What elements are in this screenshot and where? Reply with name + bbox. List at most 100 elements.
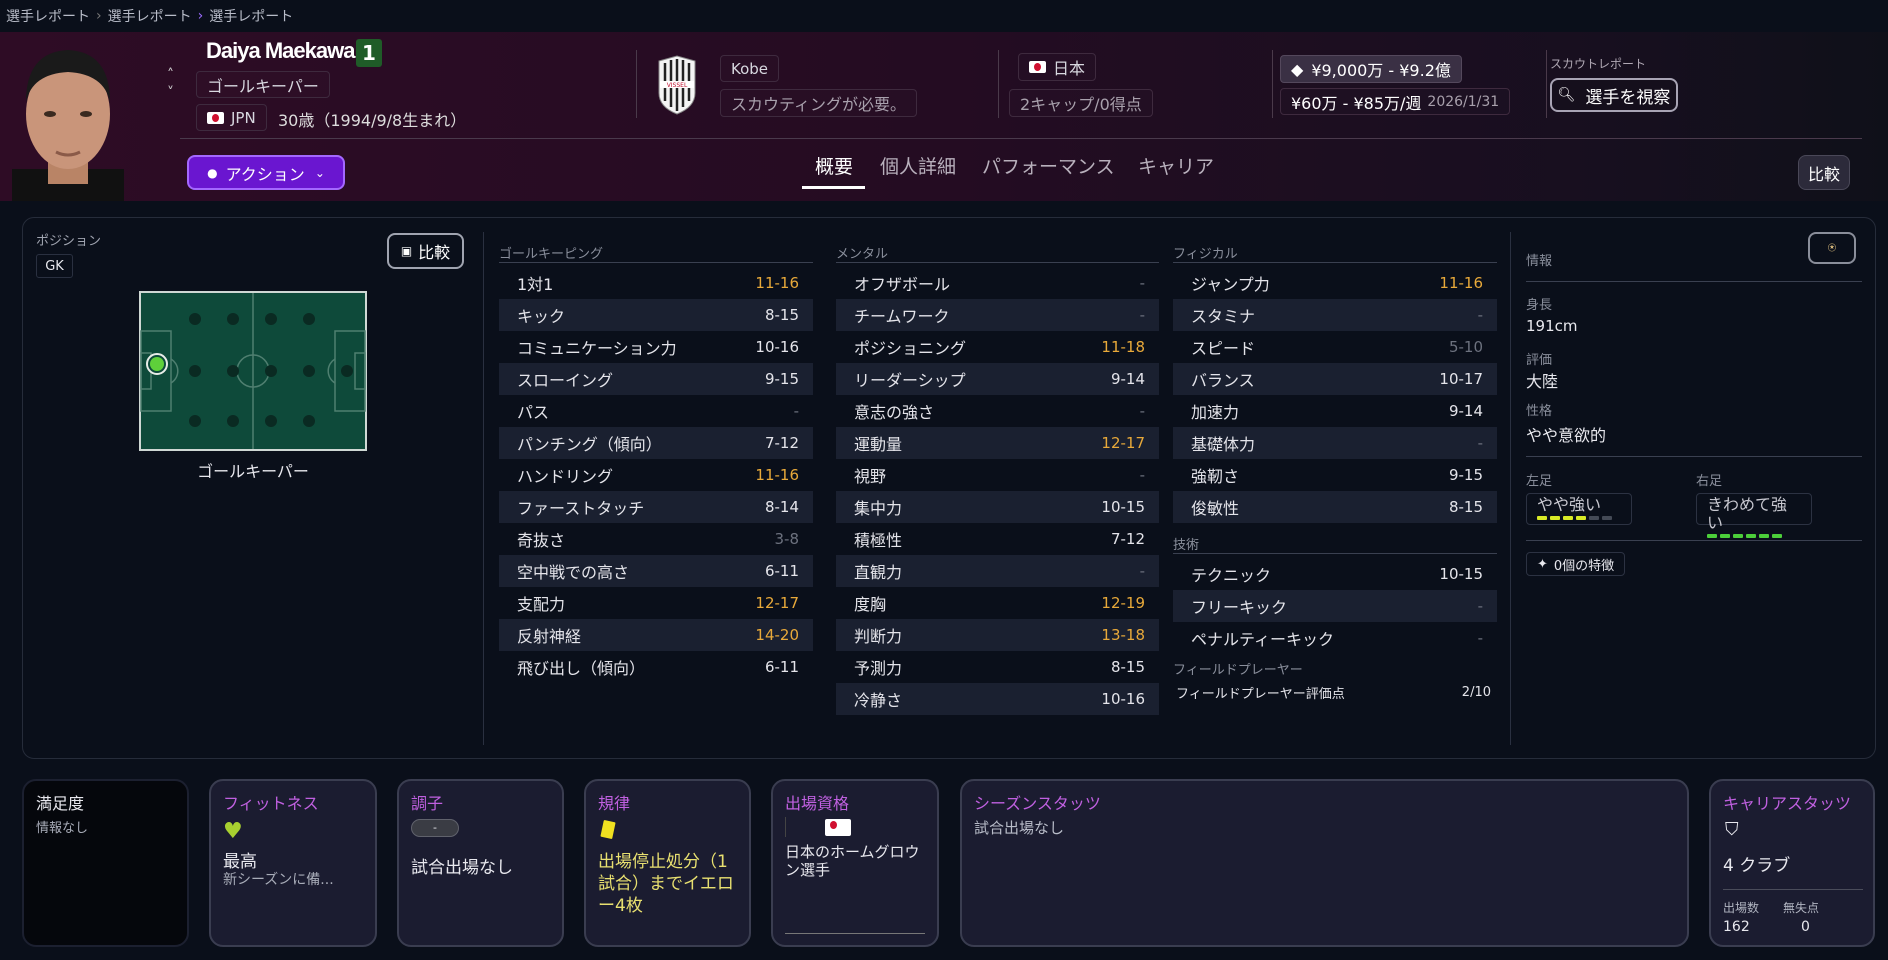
attribute-row[interactable]: 積極性 7-12 [836,523,1159,555]
season-stats-card[interactable]: シーズンスタッツ 試合出場なし [960,779,1689,947]
attribute-row[interactable]: 飛び出し（傾向） 6-11 [499,651,813,683]
attribute-name: テクニック [1191,566,1272,585]
divider [1173,262,1497,263]
attribute-row[interactable]: パンチング（傾向） 7-12 [499,427,813,459]
attribute-row[interactable]: バランス 10-17 [1173,363,1497,395]
breadcrumb-item[interactable]: 選手レポート [107,9,192,25]
scout-player-button[interactable]: 🔍︎ 選手を視察 [1550,78,1678,112]
attribute-row[interactable]: ポジショニング 11-18 [836,331,1159,363]
attribute-row[interactable]: コミュニケーション力 10-16 [499,331,813,363]
fitness-card[interactable]: フィットネス ♥ 最高 新シーズンに備... [209,779,377,947]
right-foot-level-bar [1707,534,1801,538]
attribute-row[interactable]: 強靭さ 9-15 [1173,459,1497,491]
attribute-row[interactable]: 集中力 10-15 [836,491,1159,523]
nationality-chip: JPN [196,104,267,131]
chevron-down-icon[interactable]: ˅ [167,85,174,101]
chevron-right-icon: › [96,8,102,24]
tab-overview[interactable]: 概要 [815,156,854,178]
tab-personal-details[interactable]: 個人詳細 [880,156,957,178]
attribute-row[interactable]: 判断力 13-18 [836,619,1159,651]
position-compare-button[interactable]: ▣ 比較 [387,233,464,269]
foot-level-segment [1576,516,1586,520]
attribute-row[interactable]: 空中戦での高さ 6-11 [499,555,813,587]
attribute-row[interactable]: リーダーシップ 9-14 [836,363,1159,395]
attribute-row[interactable]: フリーキック - [1173,590,1497,622]
divider [1526,281,1862,282]
attribute-row[interactable]: 加速力 9-14 [1173,395,1497,427]
person-icon: ● [207,165,218,180]
attribute-row[interactable]: ハンドリング 11-16 [499,459,813,491]
attribute-name: スピード [1191,339,1256,358]
attribute-row[interactable]: スタミナ - [1173,299,1497,331]
attribute-row[interactable]: オフザボール - [836,267,1159,299]
nation-chip[interactable]: 日本 [1018,53,1097,81]
tab-performance[interactable]: パフォーマンス [982,156,1115,178]
attribute-name: 支配力 [517,595,566,614]
attribute-name: スローイング [517,371,614,390]
attribute-row[interactable]: キック 8-15 [499,299,813,331]
divider [1546,50,1547,118]
attribute-value: - [1139,402,1145,420]
attribute-row[interactable]: 奇抜さ 3-8 [499,523,813,555]
attribute-row[interactable]: スピード 5-10 [1173,331,1497,363]
club-chip[interactable]: Kobe [720,55,780,82]
chevron-up-icon[interactable]: ˄ [167,67,174,83]
attribute-value: - [1477,597,1483,615]
attribute-row[interactable]: 冷静さ 10-16 [836,683,1159,715]
attribute-name: オフザボール [854,275,951,294]
attribute-row[interactable]: 度胸 12-19 [836,587,1159,619]
attribute-value: 6-11 [764,658,799,676]
attribute-row[interactable]: 意志の強さ - [836,395,1159,427]
form-card[interactable]: 調子 - 試合出場なし [397,779,564,947]
personality-radar-button[interactable]: ⍟ [1808,232,1856,264]
scout-button-label: 選手を視察 [1585,87,1671,108]
attribute-name: 加速力 [1191,403,1240,422]
discipline-card[interactable]: 規律 出場停止処分（1試合）までイエロー4枚 [584,779,751,947]
attribute-row[interactable]: ペナルティーキック - [1173,622,1497,654]
attribute-value: - [1139,466,1145,484]
attribute-value: 8-14 [764,498,799,516]
attribute-value: - [1477,306,1483,324]
attribute-name: 強靭さ [1191,467,1240,486]
attribute-value: 10-15 [1439,565,1483,583]
breadcrumb-item[interactable]: 選手レポート [6,9,90,25]
attribute-row[interactable]: 1対1 11-16 [499,267,813,299]
divider [1526,456,1862,457]
attribute-row[interactable]: 基礎体力 - [1173,427,1497,459]
eligibility-card[interactable]: 出場資格 日本のホームグロウン選手 [771,779,939,947]
attribute-row[interactable]: スローイング 9-15 [499,363,813,395]
attribute-row[interactable]: 支配力 12-17 [499,587,813,619]
attribute-row[interactable]: 予測力 8-15 [836,651,1159,683]
attribute-name: 度胸 [854,595,887,614]
action-button[interactable]: ● アクション ⌄ [187,155,345,190]
attribute-name: ジャンプ力 [1191,275,1270,294]
attribute-value: - [1477,629,1483,647]
attribute-row[interactable]: 反射神経 14-20 [499,619,813,651]
career-stats-card[interactable]: キャリアスタッツ ⛉ 4 クラブ 出場数 無失点 162 0 [1709,779,1875,947]
attribute-name: パンチング（傾向） [517,435,662,454]
club-crest-icon[interactable]: VISSEL [655,55,699,115]
attribute-name: 1対1 [517,275,554,294]
attribute-value: 12-19 [1101,594,1145,612]
attribute-row[interactable]: パス - [499,395,813,427]
attribute-row[interactable]: テクニック 10-15 [1173,558,1497,590]
attribute-row[interactable]: 運動量 12-17 [836,427,1159,459]
form-pill: - [411,819,459,837]
attribute-row[interactable]: 俊敏性 8-15 [1173,491,1497,523]
foot-level-segment [1707,534,1717,538]
personality-value: やや意欲的 [1526,426,1607,445]
attribute-row[interactable]: 直観力 - [836,555,1159,587]
tab-career[interactable]: キャリア [1138,156,1215,178]
attribute-row[interactable]: 視野 - [836,459,1159,491]
attribute-row[interactable]: ファーストタッチ 8-14 [499,491,813,523]
traits-chip[interactable]: ✦ 0個の特徴 [1526,552,1626,576]
attribute-row[interactable]: ジャンプ力 11-16 [1173,267,1497,299]
attribute-value: 9-14 [1448,402,1483,420]
attribute-value: 11-18 [1101,338,1145,356]
attribute-value: 13-18 [1101,626,1145,644]
foot-level-segment [1550,516,1560,520]
attribute-row[interactable]: チームワーク - [836,299,1159,331]
compare-icon: ▣ [400,244,413,258]
compare-button[interactable]: 比較 [1798,155,1850,190]
divider [836,262,1159,263]
